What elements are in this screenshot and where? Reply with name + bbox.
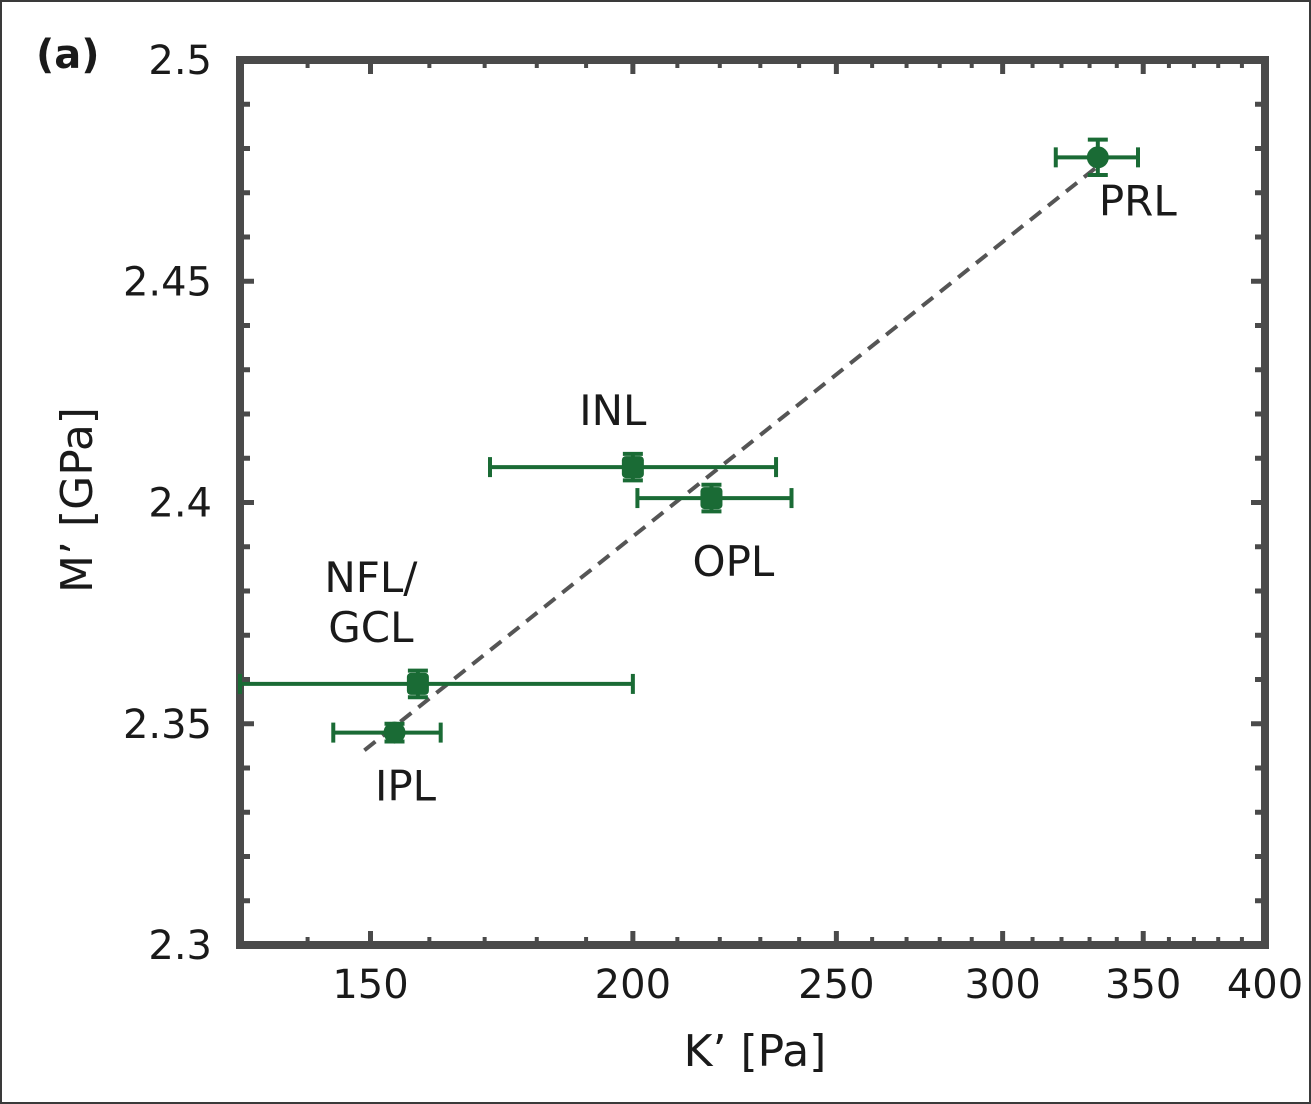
y-axis-label: M’ [GPa]: [52, 407, 103, 593]
data-point-inl: [487, 451, 779, 483]
data-point-ipl: [331, 721, 443, 744]
data-point-nflgcl: [238, 668, 635, 700]
data-point-prl: [1053, 137, 1140, 178]
point-marker: [383, 721, 406, 744]
x-axis-label: K’ [Pa]: [684, 1026, 827, 1077]
point-label: INL: [579, 386, 647, 435]
point-labels: PRL INL OPL NFL/GCL IPL: [324, 176, 1177, 810]
y-tick-label: 2.45: [123, 259, 212, 305]
y-tick-label: 2.35: [123, 702, 212, 748]
fit-line: [363, 164, 1100, 752]
x-tick-label: 250: [798, 962, 874, 1008]
x-tick-label: 400: [1227, 962, 1303, 1008]
point-label: OPL: [693, 537, 775, 586]
y-tick-label: 2.4: [148, 481, 212, 527]
plot-area-border: [236, 56, 1269, 949]
point-marker: [406, 672, 429, 695]
point-label: PRL: [1099, 176, 1178, 225]
panel-label: (a): [36, 32, 100, 78]
x-tick-label: 150: [332, 962, 408, 1008]
y-tick-label: 2.5: [148, 38, 212, 84]
data-points: [238, 137, 1140, 744]
x-tick-label: 300: [964, 962, 1040, 1008]
data-point-opl: [635, 482, 794, 514]
point-marker: [621, 456, 644, 479]
x-tick-label: 350: [1105, 962, 1181, 1008]
y-tick-label: 2.3: [148, 923, 212, 969]
fit-line-group: [363, 164, 1100, 752]
point-label: NFL/GCL: [324, 553, 418, 652]
point-label: IPL: [375, 762, 437, 811]
x-tick-label: 200: [595, 962, 671, 1008]
point-marker: [700, 487, 723, 510]
point-marker: [1086, 146, 1109, 169]
axis-tick-labels: 150 200 250 300 350 400 2.3 2.35 2.4 2.45 2.5: [123, 38, 1303, 1008]
